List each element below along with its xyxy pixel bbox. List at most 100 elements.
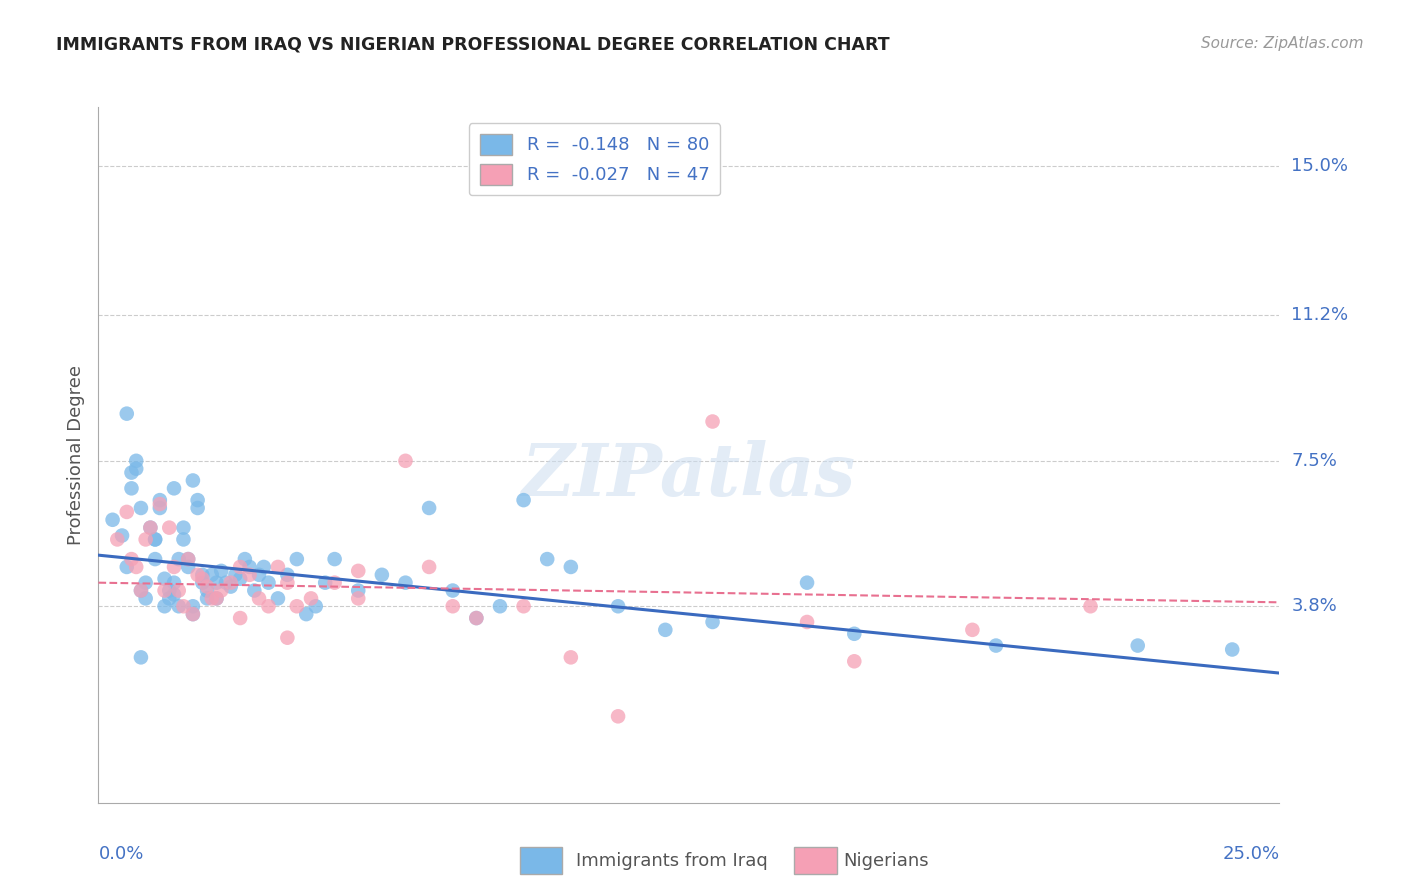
Point — [219, 580, 242, 594]
Text: IMMIGRANTS FROM IRAQ VS NIGERIAN PROFESSIONAL DEGREE CORRELATION CHART: IMMIGRANTS FROM IRAQ VS NIGERIAN PROFESS… — [56, 36, 890, 54]
Point — [1220, 642, 1243, 657]
Point — [607, 599, 630, 614]
Point — [394, 575, 416, 590]
Point — [163, 560, 186, 574]
Point — [233, 552, 256, 566]
Point — [253, 560, 276, 574]
Point — [187, 567, 209, 582]
Point — [181, 474, 204, 488]
Text: 25.0%: 25.0% — [1222, 845, 1279, 863]
Point — [257, 575, 280, 590]
Point — [276, 567, 298, 582]
Point — [125, 454, 148, 468]
Point — [215, 575, 238, 590]
Point — [239, 560, 262, 574]
Point — [163, 575, 186, 590]
Point — [702, 415, 724, 429]
Point — [512, 493, 534, 508]
Point — [187, 493, 209, 508]
Point — [796, 575, 818, 590]
Point — [101, 513, 124, 527]
Point — [219, 575, 242, 590]
Point — [512, 599, 534, 614]
Point — [844, 627, 866, 641]
Point — [347, 564, 370, 578]
Point — [418, 560, 440, 574]
Point — [125, 560, 148, 574]
Point — [167, 583, 190, 598]
Point — [135, 591, 157, 606]
Point — [181, 607, 204, 621]
Point — [195, 580, 218, 594]
Point — [347, 591, 370, 606]
Point — [129, 650, 152, 665]
Text: 0.0%: 0.0% — [98, 845, 143, 863]
Text: 7.5%: 7.5% — [1291, 452, 1337, 470]
Point — [209, 583, 232, 598]
Point — [267, 560, 290, 574]
Point — [305, 599, 328, 614]
Point — [441, 583, 464, 598]
Point — [1126, 639, 1149, 653]
Point — [465, 611, 488, 625]
Point — [257, 599, 280, 614]
Point — [295, 607, 318, 621]
Point — [139, 521, 162, 535]
Point — [111, 528, 134, 542]
Point — [177, 552, 200, 566]
Point — [121, 552, 143, 566]
Point — [489, 599, 512, 614]
Point — [984, 639, 1007, 653]
Point — [135, 533, 157, 547]
Point — [347, 583, 370, 598]
Point — [167, 552, 190, 566]
Text: 3.8%: 3.8% — [1291, 598, 1337, 615]
Point — [276, 575, 298, 590]
Point — [149, 497, 172, 511]
Point — [195, 583, 218, 598]
Point — [149, 500, 172, 515]
Point — [115, 560, 138, 574]
Point — [560, 650, 582, 665]
Point — [139, 521, 162, 535]
Point — [115, 505, 138, 519]
Legend: R =  -0.148   N = 80, R =  -0.027   N = 47: R = -0.148 N = 80, R = -0.027 N = 47 — [468, 123, 720, 195]
Point — [1080, 599, 1102, 614]
Point — [285, 552, 308, 566]
Point — [229, 572, 252, 586]
Point — [167, 599, 190, 614]
Point — [243, 583, 266, 598]
Point — [224, 567, 246, 582]
Point — [177, 552, 200, 566]
Point — [105, 533, 128, 547]
Point — [163, 587, 186, 601]
Point — [187, 500, 209, 515]
Y-axis label: Professional Degree: Professional Degree — [66, 365, 84, 545]
Point — [418, 500, 440, 515]
Point — [135, 575, 157, 590]
Text: Nigerians: Nigerians — [844, 852, 929, 870]
Point — [323, 552, 346, 566]
Point — [121, 481, 143, 495]
Point — [229, 560, 252, 574]
Point — [276, 631, 298, 645]
Point — [962, 623, 984, 637]
Point — [157, 591, 180, 606]
Point — [536, 552, 558, 566]
Point — [172, 533, 194, 547]
Point — [607, 709, 630, 723]
Point — [314, 575, 336, 590]
Point — [299, 591, 322, 606]
Point — [247, 567, 270, 582]
Point — [441, 599, 464, 614]
Point — [205, 591, 228, 606]
Point — [229, 611, 252, 625]
Point — [153, 572, 176, 586]
Point — [153, 599, 176, 614]
Text: Immigrants from Iraq: Immigrants from Iraq — [576, 852, 768, 870]
Point — [153, 583, 176, 598]
Point — [125, 461, 148, 475]
Point — [247, 591, 270, 606]
Point — [195, 591, 218, 606]
Point — [163, 481, 186, 495]
